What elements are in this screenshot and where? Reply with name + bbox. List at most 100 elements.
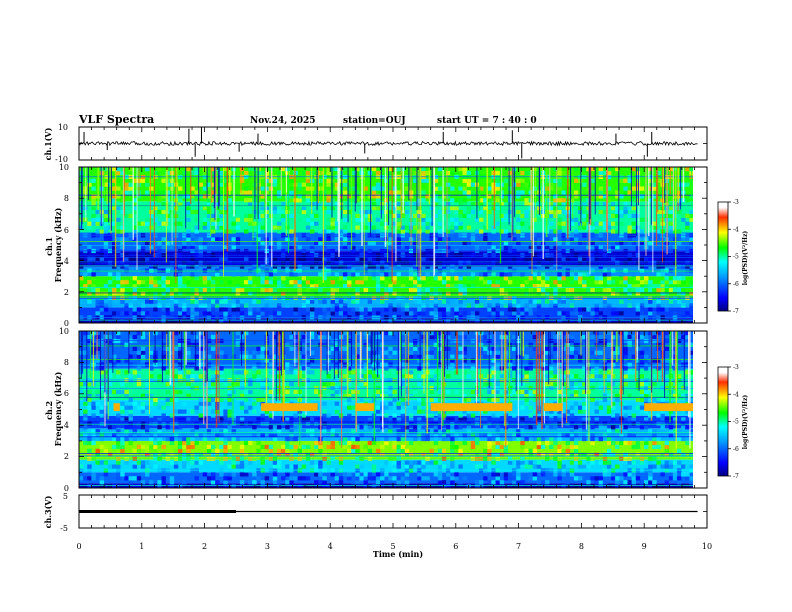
- spec1-cell: [499, 311, 505, 316]
- spec1-cell: [450, 268, 455, 273]
- spec2-cell: [256, 370, 261, 375]
- spec2-cell: [136, 354, 142, 359]
- ch2-spectrogram: [79, 331, 693, 488]
- spec2-cell: [322, 429, 327, 434]
- spec2-cell: [590, 433, 595, 438]
- spec1-cell: [425, 229, 430, 234]
- spec1-cell: [446, 256, 451, 261]
- spec1-cell: [182, 303, 187, 308]
- spec2-cell: [606, 429, 612, 434]
- spec2-cell: [582, 397, 587, 402]
- spec1-streak: [361, 167, 363, 247]
- spec1-cell: [120, 280, 125, 285]
- spec2-cell: [487, 448, 492, 453]
- spec2-cell: [466, 397, 472, 402]
- spec1-cell: [520, 178, 525, 183]
- spec2-cell: [495, 366, 500, 371]
- spec2-cell: [516, 472, 521, 477]
- spec2-cell: [491, 393, 496, 399]
- spec2-cell: [305, 382, 311, 387]
- spec2-cell: [491, 397, 496, 402]
- spec1-cell: [610, 229, 616, 234]
- spec1-cell: [450, 264, 455, 269]
- spec2-cell: [169, 484, 175, 488]
- spec1-cell: [165, 280, 171, 285]
- spec1-cell: [466, 178, 472, 183]
- spec1-cell: [371, 225, 377, 230]
- spec2-cell: [149, 374, 154, 379]
- spec1-cell: [635, 284, 641, 289]
- spec1-cell: [285, 303, 290, 308]
- spec2-cell: [429, 334, 434, 340]
- spec1-cell: [355, 190, 360, 195]
- spec1-cell: [631, 194, 637, 199]
- spec1-cell: [668, 182, 674, 187]
- spec2-cell: [223, 484, 228, 488]
- spec1-cell: [107, 260, 113, 265]
- spec1-cell: [652, 284, 657, 289]
- spec2-cell: [355, 331, 360, 336]
- spec2-cell: [606, 370, 612, 375]
- spec1-cell: [676, 299, 682, 304]
- spec2-cell: [347, 370, 352, 375]
- spec1-cell: [643, 280, 649, 285]
- spec2-cell: [314, 448, 319, 453]
- spec1-cell: [470, 291, 476, 296]
- spec2-cell: [293, 436, 298, 442]
- spec1-cell: [466, 190, 472, 195]
- spec1-cell: [627, 213, 632, 218]
- spec2-cell: [260, 484, 265, 488]
- spec1-streak: [270, 167, 272, 200]
- spec2-cell: [194, 440, 199, 446]
- spec1-cell: [79, 256, 84, 261]
- spec1-cell: [87, 291, 92, 296]
- spec2-cell: [557, 417, 562, 422]
- spec2-cell: [413, 338, 418, 344]
- spec1-cell: [182, 319, 187, 323]
- spec2-cell: [177, 452, 183, 457]
- spec1-cell: [619, 178, 624, 183]
- spec2-cell: [169, 382, 175, 387]
- spec1-cell: [161, 245, 166, 250]
- spec1-cell: [549, 186, 554, 191]
- spec1-cell: [610, 202, 616, 207]
- spec1-cell: [194, 167, 199, 172]
- spec2-cell: [363, 334, 368, 340]
- spec2-cell: [194, 385, 199, 391]
- spec2-cell: [462, 370, 467, 375]
- spec1-cell: [380, 284, 385, 289]
- spec1-cell: [99, 307, 105, 312]
- spec2-cell: [314, 417, 319, 422]
- spec1-cell: [602, 295, 608, 300]
- spec1-cell: [326, 202, 331, 207]
- spec1-cell: [252, 295, 257, 300]
- spec1-streak: [285, 167, 287, 236]
- spec2-cell: [334, 338, 340, 344]
- spec1-cell: [392, 190, 397, 195]
- spec1-cell: [198, 245, 204, 250]
- spec1-cell: [429, 237, 434, 242]
- spec1-cell: [289, 272, 294, 277]
- spec1-cell: [276, 190, 282, 195]
- spec2-cell: [474, 480, 480, 485]
- spec1-streak: [493, 167, 495, 229]
- spec1-cell: [569, 206, 575, 211]
- spec1-cell: [586, 256, 591, 261]
- spec2-cell: [330, 472, 335, 477]
- spec1-gap: [214, 167, 216, 221]
- spec2-cell: [590, 397, 595, 402]
- spec1-streak: [320, 167, 322, 204]
- spec1-cell: [111, 194, 117, 199]
- spec1-cell: [656, 178, 661, 183]
- spec2-cell: [227, 436, 232, 442]
- spec1-cell: [87, 299, 92, 304]
- spec2-cell: [441, 433, 447, 438]
- spec2-cell: [140, 425, 146, 430]
- spec2-cell: [169, 452, 175, 457]
- spec1-cell: [499, 291, 505, 296]
- spec2-cell: [483, 378, 488, 383]
- spec1-cell: [91, 221, 96, 226]
- spec1-cell: [347, 280, 352, 285]
- spec1-cell: [227, 295, 232, 300]
- spec2-cell: [107, 374, 113, 379]
